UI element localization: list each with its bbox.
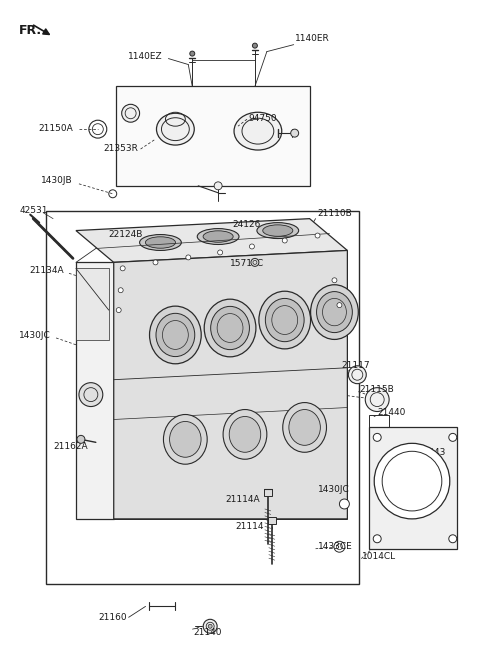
Circle shape — [252, 43, 257, 48]
Ellipse shape — [156, 113, 194, 145]
Text: 21114: 21114 — [235, 522, 264, 531]
Circle shape — [250, 244, 254, 249]
Ellipse shape — [311, 285, 358, 339]
Ellipse shape — [150, 306, 201, 364]
Text: 21440: 21440 — [377, 408, 406, 417]
Ellipse shape — [257, 222, 299, 239]
Ellipse shape — [164, 415, 207, 464]
Circle shape — [116, 308, 121, 313]
Text: 21150A: 21150A — [38, 124, 73, 133]
Circle shape — [208, 625, 212, 628]
Text: 1430JC: 1430JC — [19, 331, 51, 340]
Bar — [264, 489, 272, 496]
Ellipse shape — [289, 409, 320, 445]
Polygon shape — [114, 251, 348, 519]
Circle shape — [153, 260, 158, 265]
Ellipse shape — [265, 298, 304, 342]
Text: FR.: FR. — [19, 24, 42, 37]
Polygon shape — [76, 268, 109, 340]
Circle shape — [373, 434, 381, 441]
Circle shape — [373, 535, 381, 543]
Ellipse shape — [223, 409, 267, 459]
Circle shape — [334, 541, 345, 552]
Ellipse shape — [140, 235, 181, 251]
Circle shape — [365, 388, 389, 411]
Text: 1430JB: 1430JB — [41, 176, 73, 186]
Ellipse shape — [211, 306, 250, 350]
Text: 1430JC: 1430JC — [318, 485, 349, 493]
Circle shape — [315, 233, 320, 238]
Text: 21162A: 21162A — [53, 441, 88, 451]
Polygon shape — [76, 262, 114, 519]
Text: 21134A: 21134A — [29, 266, 64, 275]
Ellipse shape — [197, 228, 239, 245]
Circle shape — [214, 182, 222, 190]
Circle shape — [190, 51, 195, 56]
Text: 24126: 24126 — [232, 220, 261, 229]
Bar — [116, 87, 310, 186]
Ellipse shape — [259, 291, 311, 349]
Circle shape — [291, 129, 299, 137]
Text: 22124B: 22124B — [109, 230, 143, 239]
Circle shape — [339, 499, 349, 509]
Text: 94750: 94750 — [248, 113, 276, 123]
Circle shape — [251, 258, 259, 266]
Circle shape — [186, 255, 191, 260]
Circle shape — [89, 120, 107, 138]
Text: 1140EZ: 1140EZ — [128, 52, 162, 61]
Text: 21117: 21117 — [341, 361, 370, 370]
Ellipse shape — [169, 421, 201, 457]
Ellipse shape — [204, 299, 256, 357]
Circle shape — [217, 250, 223, 255]
Text: 1140ER: 1140ER — [295, 34, 329, 43]
Ellipse shape — [229, 417, 261, 452]
Text: 21115B: 21115B — [360, 385, 394, 394]
Bar — [369, 415, 389, 428]
Text: 1433CE: 1433CE — [318, 543, 352, 551]
Text: 21443: 21443 — [417, 448, 445, 457]
Circle shape — [374, 443, 450, 519]
Circle shape — [120, 266, 125, 271]
Text: 21110B: 21110B — [318, 209, 352, 218]
Circle shape — [449, 434, 457, 441]
Ellipse shape — [145, 237, 176, 248]
Circle shape — [79, 382, 103, 407]
Circle shape — [332, 277, 337, 283]
Text: 1571TC: 1571TC — [230, 259, 264, 268]
Circle shape — [337, 302, 342, 308]
Text: 21114A: 21114A — [225, 495, 260, 504]
Ellipse shape — [283, 403, 326, 452]
Text: 1014CL: 1014CL — [362, 552, 396, 561]
Circle shape — [156, 231, 165, 240]
Ellipse shape — [316, 291, 352, 333]
Circle shape — [109, 190, 117, 197]
Ellipse shape — [263, 225, 293, 236]
Text: 21353R: 21353R — [104, 144, 139, 153]
Text: 42531: 42531 — [19, 206, 48, 215]
Bar — [268, 517, 276, 524]
Bar — [369, 428, 457, 548]
Circle shape — [118, 288, 123, 293]
Ellipse shape — [203, 231, 233, 242]
Circle shape — [282, 238, 287, 243]
Text: 21140: 21140 — [193, 628, 222, 637]
Polygon shape — [76, 218, 348, 262]
Bar — [46, 211, 360, 584]
Circle shape — [449, 535, 457, 543]
Text: 21160: 21160 — [98, 613, 127, 622]
Circle shape — [203, 619, 217, 633]
Ellipse shape — [156, 314, 195, 357]
Ellipse shape — [234, 112, 282, 150]
Circle shape — [77, 436, 85, 443]
Circle shape — [348, 366, 366, 384]
Circle shape — [122, 104, 140, 122]
